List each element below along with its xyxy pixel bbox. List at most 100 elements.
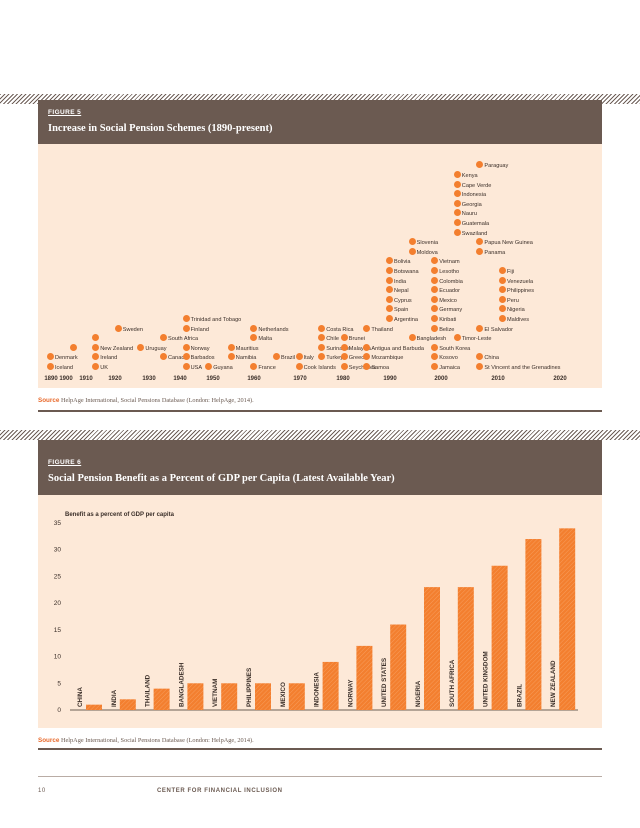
- timeline-dot: [386, 315, 393, 323]
- timeline-year-tick: 1890: [44, 376, 58, 382]
- category-label: UNITED STATES: [381, 658, 388, 707]
- timeline-country-label: Nigeria: [507, 307, 525, 314]
- timeline-entry: Germany: [431, 305, 462, 315]
- timeline-entry: Guyana: [205, 363, 233, 373]
- timeline-country-label: Maldives: [507, 317, 530, 323]
- timeline-country-label: Bolivia: [394, 259, 411, 266]
- timeline-dot: [92, 363, 100, 371]
- timeline-dot: [476, 353, 484, 361]
- timeline-chart: Iceland Denmark UK Ireland New Zealand Sweden…: [38, 144, 602, 388]
- timeline-entry: Brazil: [273, 353, 295, 363]
- timeline-entry: Nepal: [386, 286, 409, 296]
- timeline-country-label: Slovenia: [416, 240, 439, 247]
- timeline-entry: Guatemala: [453, 219, 489, 229]
- category-label: MEXICO: [280, 682, 287, 707]
- timeline-dot: [408, 238, 416, 246]
- timeline-dot: [92, 343, 100, 351]
- timeline-country-label: Timor-Leste: [461, 336, 492, 343]
- timeline-entry: Vietnam: [431, 257, 460, 267]
- timeline-country-label: Italy: [303, 355, 314, 362]
- timeline-country-label: Ecuador: [439, 288, 461, 295]
- category-label: CHINA: [77, 687, 84, 707]
- timeline-entry: Argentina: [386, 315, 418, 325]
- timeline-country-label: Malaysia: [348, 345, 371, 352]
- timeline-entry: Ireland: [92, 353, 117, 363]
- timeline-country-label: Moldova: [416, 249, 438, 256]
- timeline-entry: South Korea: [431, 343, 470, 354]
- timeline-country-label: Swaziland: [461, 230, 488, 237]
- timeline-dot: [431, 295, 439, 303]
- timeline-entry: Greece: [340, 353, 367, 363]
- timeline-country-label: Namibia: [235, 355, 257, 362]
- timeline-year-tick: 1990: [383, 376, 397, 382]
- timeline-entry: Mozambique: [363, 353, 403, 363]
- timeline-entry: Colombia: [431, 276, 463, 287]
- timeline-country-label: Philippines: [507, 288, 535, 295]
- timeline-country-label: Trinidad and Tobago: [190, 317, 242, 323]
- timeline-entry: Denmark: [47, 353, 78, 363]
- timeline-country-label: Norway: [190, 345, 210, 352]
- timeline-year-tick: 1970: [293, 376, 307, 382]
- figure5-source: Source HelpAge International, Social Pen…: [38, 397, 254, 404]
- timeline-dot: [499, 276, 506, 284]
- timeline-country-label: Samoa: [371, 365, 390, 371]
- timeline-dot: [431, 257, 439, 265]
- timeline-dot: [499, 267, 506, 275]
- timeline-entry: Papua New Guinea: [476, 238, 533, 248]
- timeline-country-label: Iceland: [55, 365, 74, 371]
- timeline-country-label: Mexico: [439, 297, 457, 304]
- timeline-dot: [363, 363, 371, 371]
- timeline-dot: [182, 324, 190, 332]
- timeline-entry: Barbados: [182, 353, 215, 363]
- timeline-dot: [318, 353, 326, 361]
- figure5-bottom-rule: [38, 410, 602, 412]
- timeline-dot: [47, 353, 54, 361]
- timeline-country-label: Kosovo: [439, 355, 458, 362]
- timeline-country-label: Turkey: [326, 355, 344, 362]
- timeline-country-label: Uruguay: [145, 345, 167, 352]
- timeline-entry: Turkey: [318, 353, 344, 363]
- timeline-entry: South Africa: [160, 334, 198, 344]
- timeline-year-tick: 2020: [553, 376, 567, 382]
- category-label: NIGERIA: [415, 680, 422, 707]
- timeline-country-label: Jamaica: [439, 365, 461, 371]
- timeline-entry: Paraguay: [476, 161, 509, 171]
- timeline-entry: Swaziland: [453, 228, 488, 239]
- timeline-entry: UK: [92, 363, 108, 373]
- timeline-entry: Cook Islands: [295, 363, 336, 373]
- timeline-year-tick: 1940: [173, 376, 187, 382]
- timeline-entry: Seychelles: [340, 363, 376, 373]
- y-tick-label: 25: [54, 573, 62, 580]
- timeline-dot: [295, 363, 303, 371]
- figure5-label: FIGURE 5: [48, 109, 82, 116]
- timeline-dot: [386, 257, 393, 265]
- category-label: THAILAND: [145, 674, 152, 707]
- timeline-country-label: Nauru: [461, 211, 478, 218]
- timeline-country-label: Paraguay: [484, 163, 509, 170]
- timeline-entry: Samoa: [363, 363, 390, 373]
- timeline-dot: [92, 334, 100, 342]
- timeline-entry: Sweden: [114, 324, 144, 335]
- timeline-country-label: New Zealand: [100, 345, 134, 352]
- timeline-dot: [431, 363, 439, 371]
- timeline-country-label: Seychelles: [348, 365, 376, 371]
- timeline-country-label: Papua New Guinea: [484, 240, 533, 247]
- timeline-country-label: Venezuela: [507, 278, 534, 285]
- timeline-entry: Bolivia: [386, 257, 411, 267]
- timeline-entry: Panama: [476, 247, 505, 258]
- timeline-country-label: Canada: [168, 355, 188, 362]
- timeline-country-label: Denmark: [55, 355, 78, 362]
- timeline-country-label: Mauritius: [235, 345, 259, 352]
- bar: [322, 661, 339, 710]
- timeline-country-label: Sweden: [122, 326, 144, 333]
- footer-org-name: CENTER FOR FINANCIAL INCLUSION: [157, 788, 283, 794]
- timeline-year-tick: 1910: [79, 376, 93, 382]
- timeline-dot: [340, 363, 348, 371]
- y-axis-title: Benefit as a percent of GDP per capita: [65, 512, 175, 518]
- timeline-dot: [318, 324, 326, 332]
- timeline-country-label: Finland: [190, 326, 209, 333]
- timeline-entry: Philippines: [499, 286, 535, 296]
- timeline-country-label: Chile: [326, 336, 339, 343]
- figure6-label: FIGURE 6: [48, 459, 82, 466]
- bar: [221, 683, 238, 710]
